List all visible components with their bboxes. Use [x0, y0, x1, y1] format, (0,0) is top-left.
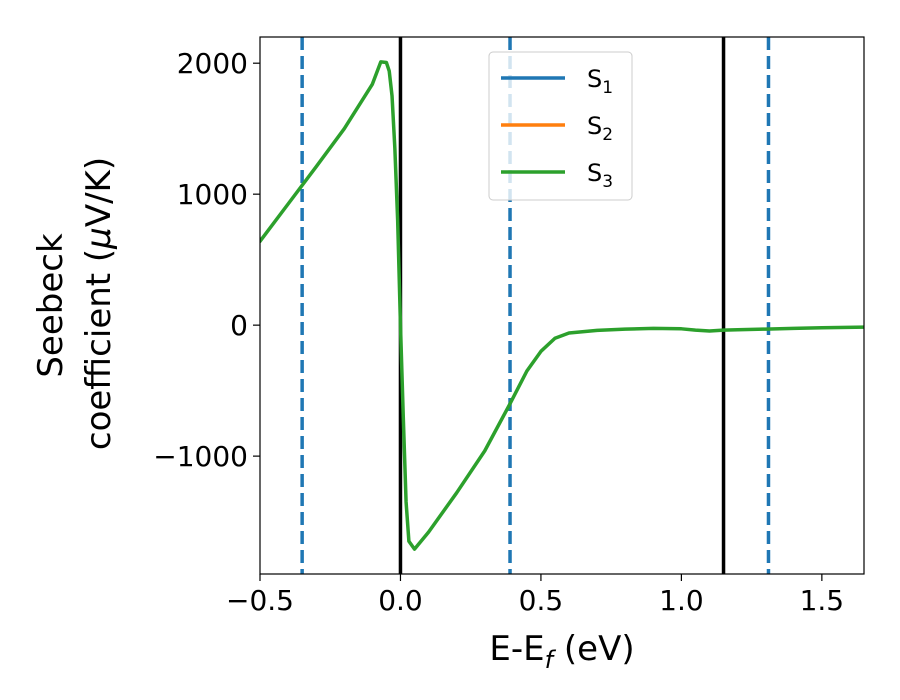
y-axis-ticks: −1000 0 1000 2000 — [153, 47, 260, 473]
x-tick-label: −0.5 — [226, 584, 294, 617]
series-line-s3 — [260, 60, 864, 551]
y-tick-label: 2000 — [177, 47, 248, 80]
y-tick-label: 1000 — [177, 178, 248, 211]
y-axis-label-line2: coefficient (μV/K) — [79, 157, 119, 450]
legend: S1 S2 S3 — [488, 51, 633, 201]
y-axis-label-line1: Seebeck — [31, 233, 71, 378]
y-tick-label: −1000 — [153, 440, 248, 473]
legend-label-s2: S2 — [587, 112, 613, 145]
series-lines — [260, 60, 864, 551]
legend-label-s1: S1 — [587, 65, 613, 98]
x-tick-label: 0.5 — [519, 584, 564, 617]
x-tick-label: 0.0 — [378, 584, 423, 617]
x-tick-label: 1.0 — [659, 584, 704, 617]
x-tick-label: 1.5 — [800, 584, 845, 617]
x-axis-ticks: −0.5 0.0 0.5 1.0 1.5 — [226, 574, 844, 617]
y-axis-label: Seebeck coefficient (μV/K) — [31, 157, 119, 450]
plot-frame — [259, 36, 865, 575]
x-axis-label: E-Ef (eV) — [489, 629, 634, 674]
legend-label-s3: S3 — [587, 159, 613, 192]
y-tick-label: 0 — [230, 309, 248, 342]
